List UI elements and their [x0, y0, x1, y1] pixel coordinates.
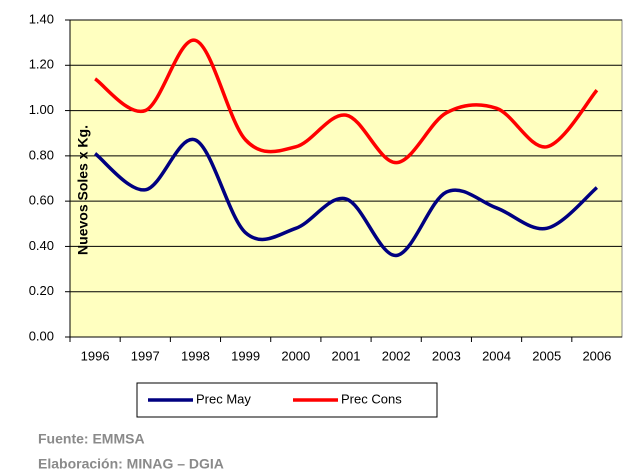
x-tick-label: 1996: [81, 348, 110, 363]
x-tick-label: 2006: [582, 348, 611, 363]
x-tick-label: 2005: [532, 348, 561, 363]
y-tick-label: 1.20: [29, 57, 54, 72]
x-tick-label: 2004: [482, 348, 511, 363]
y-tick-label: 0.20: [29, 283, 54, 298]
credit-note: Elaboración: MINAG – DGIA: [38, 456, 224, 472]
y-tick-label: 0.40: [29, 238, 54, 253]
y-tick-label: 0.60: [29, 193, 54, 208]
x-tick-label: 1997: [131, 348, 160, 363]
x-tick-label: 2002: [382, 348, 411, 363]
line-series: [94, 38, 599, 165]
x-tick-label: 2001: [332, 348, 361, 363]
y-axis-label: Nuevos Soles x Kg.: [75, 125, 91, 255]
y-tick-label: 0.00: [29, 328, 54, 343]
y-tick-label: 0.80: [29, 147, 54, 162]
line-series: [93, 137, 599, 258]
plot-area: [69, 19, 623, 338]
x-tick-label: 2000: [281, 348, 310, 363]
y-tick-label: 1.00: [29, 102, 54, 117]
x-tick-label: 1999: [231, 348, 260, 363]
source-note: Fuente: EMMSA: [38, 431, 145, 447]
x-tick-label: 2003: [432, 348, 461, 363]
x-tick-label: 1998: [181, 348, 210, 363]
legend-label: Prec Cons: [341, 391, 402, 406]
legend-label: Prec May: [196, 391, 251, 406]
y-tick-label: 1.40: [29, 11, 54, 26]
